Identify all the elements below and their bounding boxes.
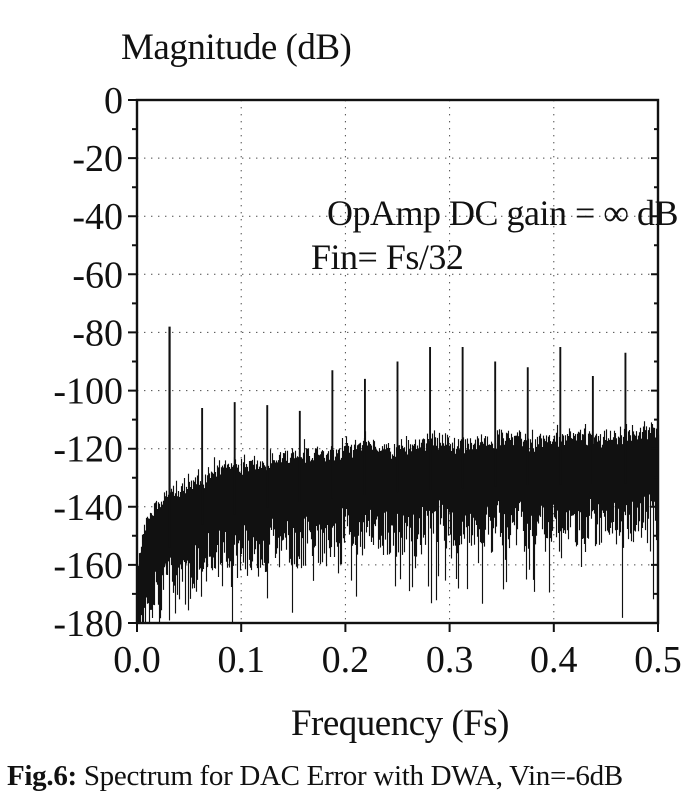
axis-ticks [128,99,659,632]
y-tick-label: -40 [72,196,123,238]
x-tick-label: 0.3 [426,639,474,681]
y-tick-label: -120 [53,429,123,471]
y-tick-label: 0 [104,80,123,122]
figure-caption-text: Spectrum for DAC Error with DWA, Vin=-6d… [76,760,623,792]
y-tick-label: -20 [72,138,123,180]
y-tick-label: -60 [72,254,123,296]
x-tick-label: 0.0 [113,639,161,681]
figure-caption-label: Fig.6: [7,760,77,792]
x-tick-label: 0.5 [634,639,682,681]
annotation-fin: Fin= Fs/32 [311,237,464,277]
y-axis-title: Magnitude (dB) [121,27,352,68]
x-tick-label: 0.2 [322,639,370,681]
x-tick-label: 0.4 [530,639,578,681]
y-tick-label: -100 [53,371,123,413]
figure-caption: Fig.6: Spectrum for DAC Error with DWA, … [7,760,623,793]
x-axis-title: Frequency (Fs) [290,703,510,744]
annotation-opamp-gain: OpAmp DC gain = ∞ dB [327,193,678,233]
y-tick-label: -180 [53,603,123,645]
y-tick-label: -160 [53,545,123,587]
x-tick-label: 0.1 [217,639,265,681]
y-tick-label: -80 [72,312,123,354]
y-tick-label: -140 [53,487,123,529]
